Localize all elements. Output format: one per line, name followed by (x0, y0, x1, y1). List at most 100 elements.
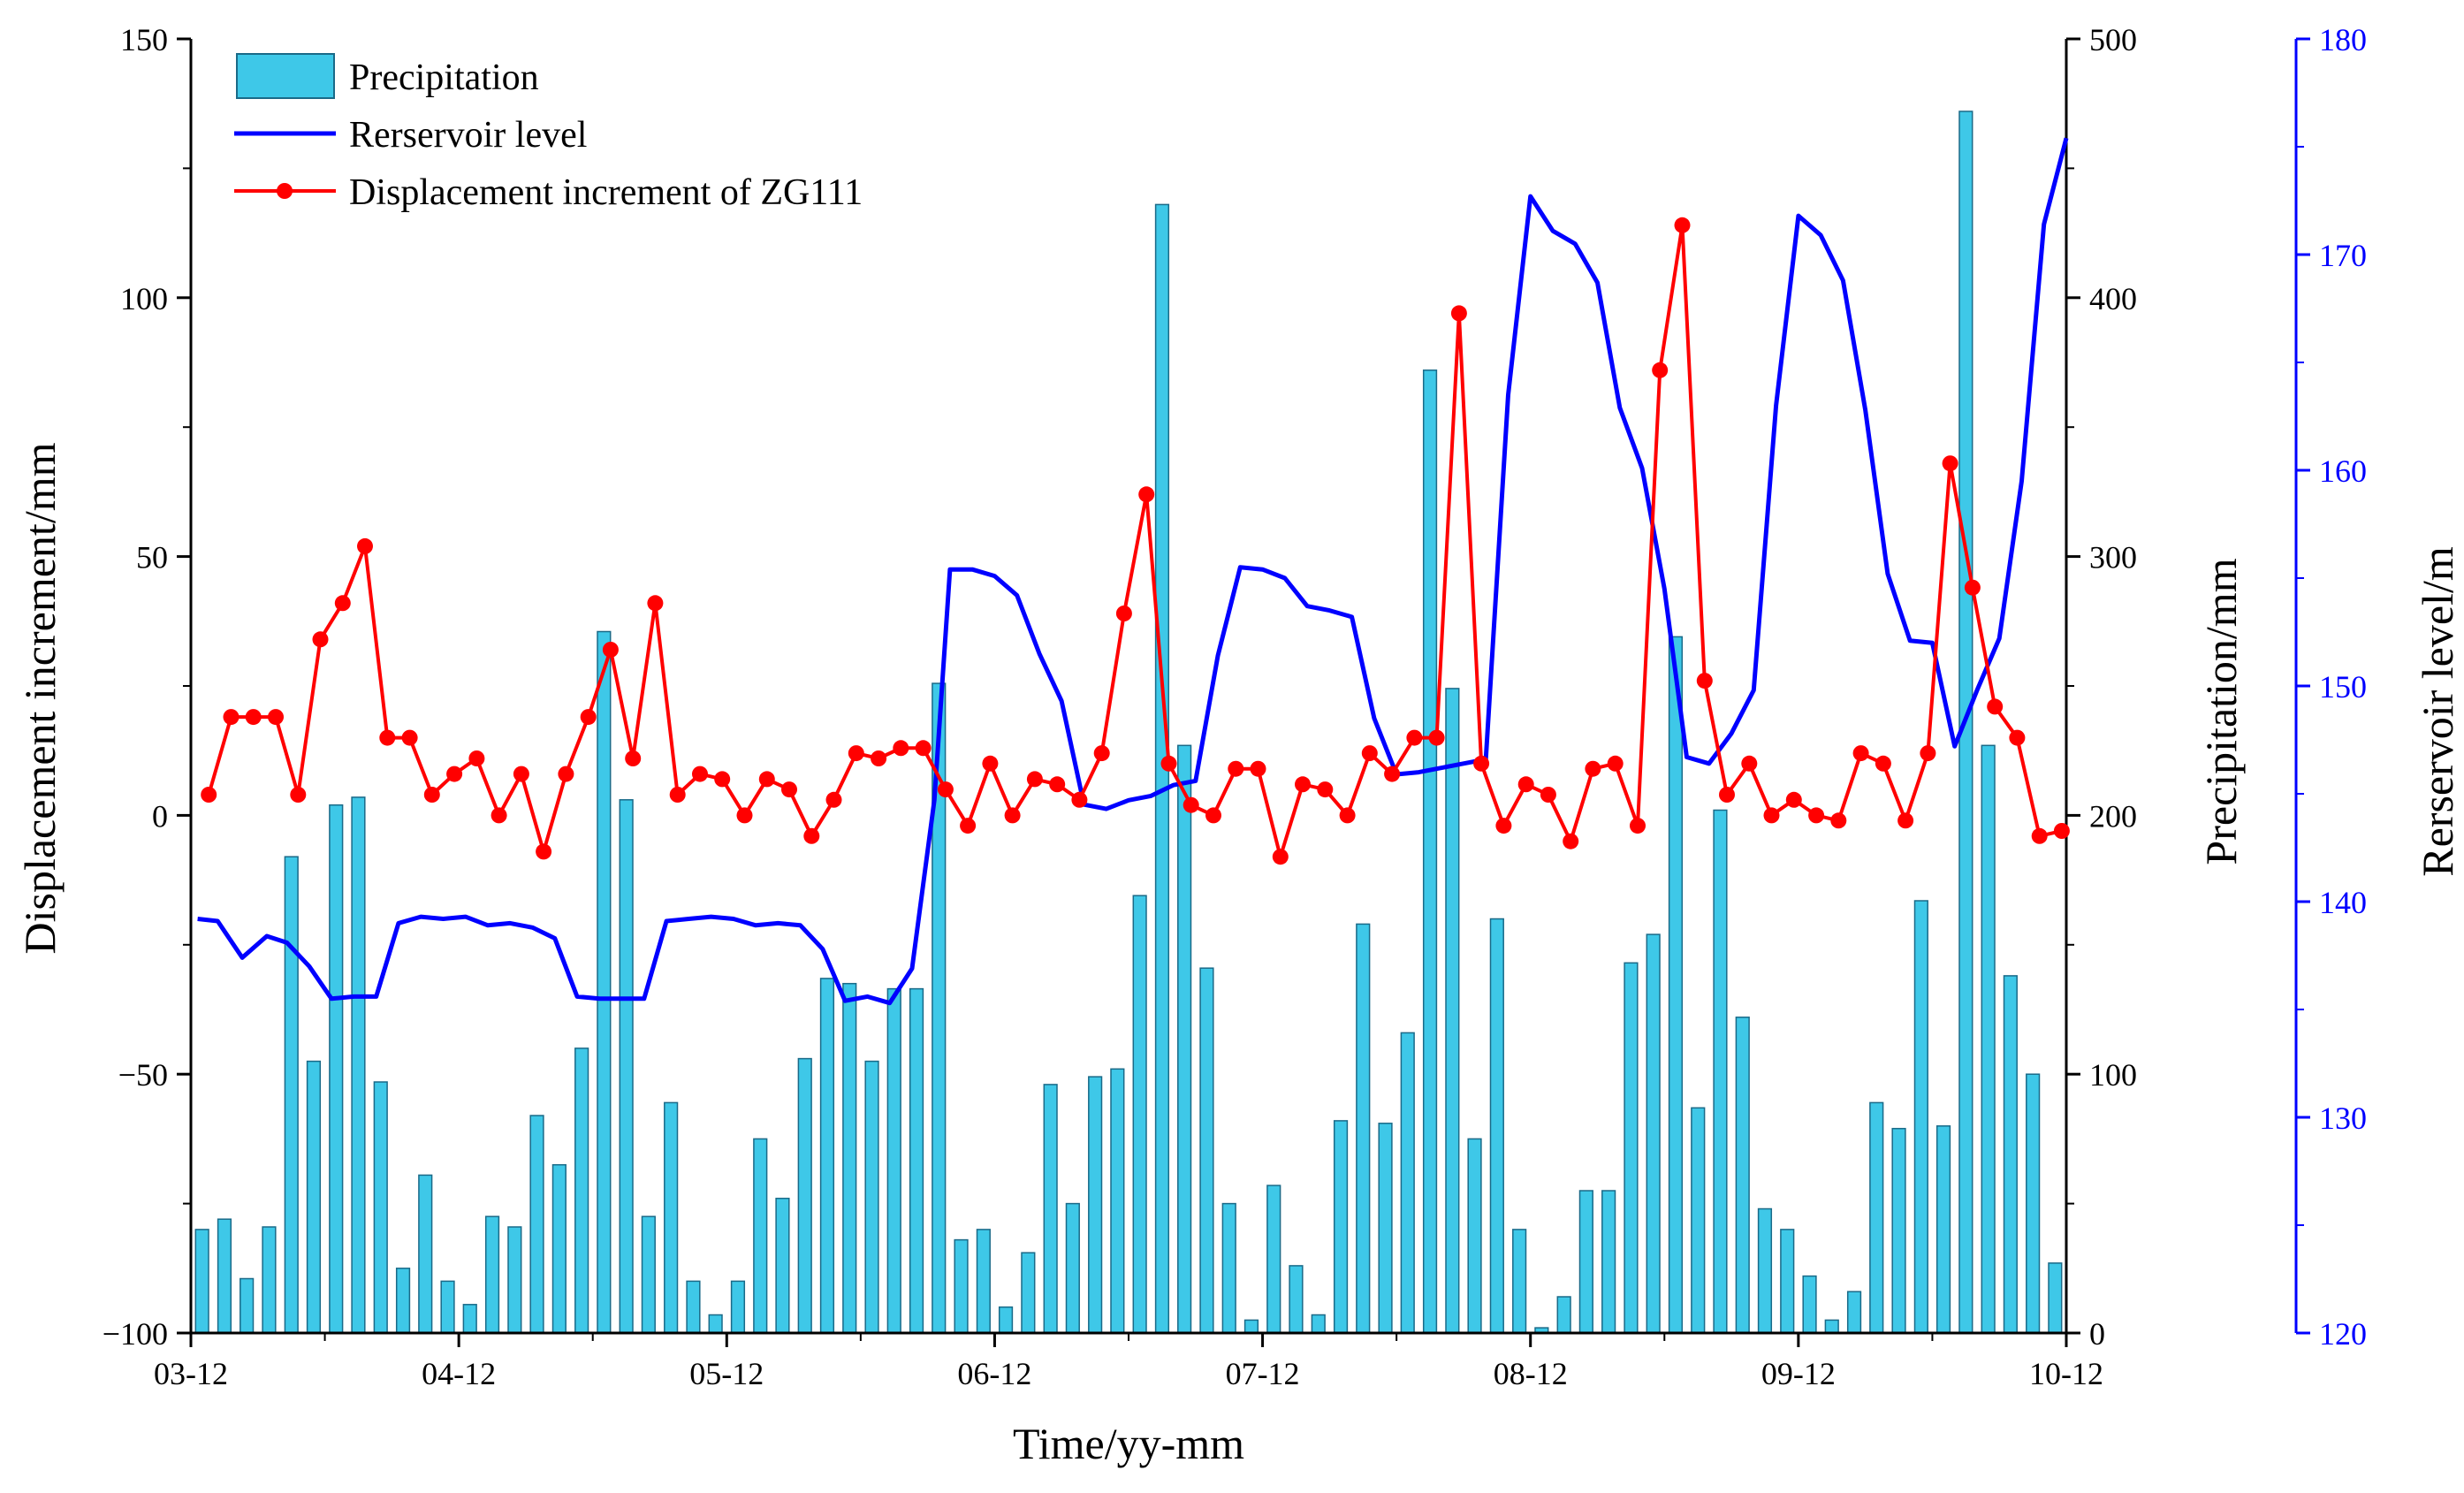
precipitation-bar (1243, 1319, 1259, 1334)
displacement-point (268, 709, 284, 726)
displacement-point (1205, 807, 1221, 824)
x-axis-tick-label: 06-12 (957, 1356, 1031, 1391)
displacement-point (1630, 818, 1646, 834)
precipitation-bar (462, 1304, 477, 1334)
displacement-point (2053, 823, 2070, 839)
displacement-point (1517, 776, 1534, 793)
precipitation-bar (1199, 967, 1214, 1334)
displacement-point (1049, 776, 1066, 793)
displacement-point (2031, 827, 2048, 844)
reservoir-level-line (197, 137, 2069, 1006)
displacement-point (1384, 766, 1401, 782)
displacement-point (1719, 787, 1735, 803)
precipitation-bar (1713, 809, 1728, 1334)
displacement-point (1473, 755, 1490, 772)
displacement-point (1920, 745, 1936, 762)
x-axis-tick-label: 09-12 (1761, 1356, 1836, 1391)
precipitation-bar (730, 1280, 746, 1334)
x-axis-tick-label: 04-12 (422, 1356, 496, 1391)
precipitation-axis-tick-label: 300 (2089, 540, 2137, 575)
displacement-point (669, 787, 686, 803)
precipitation-bar (1489, 918, 1504, 1334)
displacement-point (1495, 818, 1512, 834)
legend: Precipitation Rerservoir level Displacem… (234, 53, 863, 213)
displacement-point (1406, 729, 1423, 746)
displacement-point (446, 766, 463, 782)
displacement-point (1741, 755, 1758, 772)
precipitation-bar (1601, 1190, 1616, 1334)
displacement-point (602, 642, 619, 658)
precipitation-bar (217, 1218, 232, 1334)
precipitation-axis-tick-label: 200 (2089, 798, 2137, 834)
precipitation-bar (2048, 1262, 2063, 1334)
precipitation-bar (1110, 1068, 1125, 1334)
precipitation-bar (909, 987, 924, 1334)
precipitation-bar (886, 987, 901, 1334)
displacement-point (513, 766, 529, 782)
precipitation-bar (1556, 1296, 1571, 1334)
displacement-point (1339, 807, 1356, 824)
precipitation-bar (2026, 1073, 2041, 1334)
precipitation-bar (753, 1138, 768, 1334)
displacement-point (625, 750, 642, 766)
precipitation-axis-title: Precipitation/mm (2196, 558, 2246, 865)
precipitation-bar (1869, 1101, 1884, 1334)
precipitation-bar (976, 1229, 991, 1334)
displacement-point (692, 766, 708, 782)
displacement-point (401, 729, 418, 746)
precipitation-bar (1467, 1138, 1482, 1334)
legend-precipitation-swatch (236, 53, 335, 99)
displacement-point (1115, 606, 1132, 621)
precipitation-bar (329, 804, 344, 1334)
displacement-point (937, 781, 954, 798)
precipitation-bar (418, 1174, 433, 1334)
precipitation-bar (351, 796, 366, 1334)
precipitation-bar (864, 1060, 879, 1334)
displacement-point (1450, 305, 1467, 322)
left-axis-tick-label: 50 (136, 540, 168, 575)
left-axis-tick-label: −100 (103, 1316, 168, 1352)
displacement-point (1004, 807, 1021, 824)
displacement-point (1808, 807, 1825, 824)
reservoir-axis-tick-label: 160 (2319, 453, 2367, 489)
precipitation-bar (1333, 1120, 1349, 1334)
reservoir-axis-tick-label: 130 (2319, 1101, 2367, 1136)
displacement-point (915, 740, 932, 757)
precipitation-bar (574, 1047, 589, 1334)
precipitation-bar (1088, 1076, 1103, 1334)
displacement-point (2009, 729, 2026, 746)
precipitation-bars (194, 110, 2063, 1334)
precipitation-bar (797, 1057, 812, 1334)
displacement-point (201, 787, 217, 803)
displacement-point (1585, 760, 1601, 777)
precipitation-bar (597, 630, 612, 1334)
precipitation-bar (1177, 744, 1192, 1334)
precipitation-bar (998, 1306, 1014, 1334)
displacement-point (893, 740, 909, 757)
displacement-point (1250, 760, 1266, 777)
displacement-point (1830, 812, 1847, 829)
precipitation-bar (819, 978, 835, 1334)
x-axis-tick-label: 05-12 (689, 1356, 764, 1391)
left-axis-tick-label: 100 (120, 281, 168, 316)
precipitation-bar (1356, 923, 1371, 1334)
displacement-point (468, 750, 485, 766)
displacement-point (1607, 755, 1624, 772)
displacement-point (758, 771, 775, 788)
precipitation-axis-tick-label: 100 (2089, 1057, 2137, 1093)
displacement-point (1361, 745, 1378, 762)
precipitation-bar (1935, 1125, 1951, 1334)
precipitation-bar (1846, 1291, 1862, 1334)
x-axis-title: Time/yy-mm (1013, 1419, 1244, 1468)
reservoir-axis-tick-label: 150 (2319, 669, 2367, 705)
reservoir-axis-title: Rerservoir level/m (2413, 546, 2462, 877)
precipitation-bar (1824, 1319, 1839, 1334)
precipitation-bar (1311, 1314, 1326, 1334)
reservoir-axis-tick-label: 120 (2319, 1316, 2367, 1352)
legend-precipitation-label: Precipitation (349, 57, 539, 98)
displacement-point (1987, 698, 2004, 715)
precipitation-bar (842, 982, 857, 1334)
displacement-line (207, 223, 2063, 859)
left-axis-title: Displacement increment/mm (15, 442, 65, 954)
